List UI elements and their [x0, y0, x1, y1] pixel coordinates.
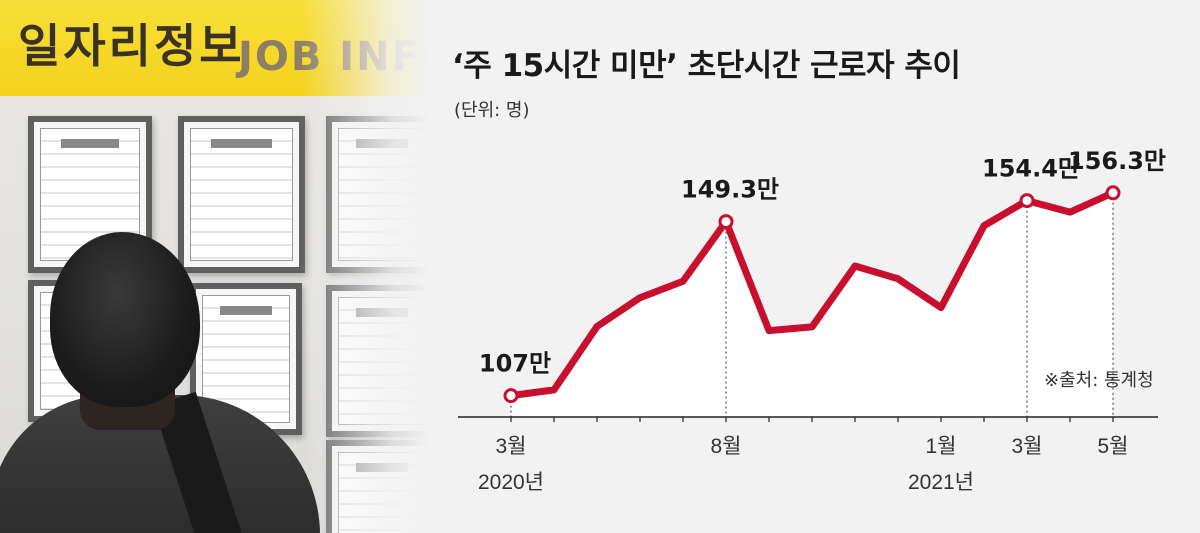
x-tick-label-month: 1월 [926, 435, 957, 458]
series-line [507, 189, 1117, 400]
chart-title: ‘주 15시간 미만’ 초단시간 근로자 추이 [452, 48, 961, 84]
chart-unit: (단위: 명) [454, 100, 530, 121]
data-point [503, 388, 519, 404]
job-board-photo: 일자리정보 JOB INFO [0, 0, 430, 533]
x-tick-label-year: 2020년 [478, 471, 544, 494]
x-tick-label-month: 3월 [496, 435, 527, 458]
banner-korean-text: 일자리정보 [18, 19, 245, 73]
area-fill [511, 192, 1113, 417]
job-notice-board [190, 283, 302, 435]
photo-fade [300, 0, 430, 533]
data-point [1019, 193, 1035, 209]
data-source: ※출처: 통계청 [1044, 370, 1154, 391]
x-tick-label-month: 3월 [1012, 435, 1043, 458]
data-label: 107만 [479, 350, 551, 378]
x-tick-label-month: 5월 [1098, 435, 1129, 458]
x-tick-label-year: 2021년 [908, 471, 974, 494]
data-label: 154.4만 [982, 155, 1080, 183]
data-point [718, 214, 734, 230]
data-label: 149.3만 [681, 176, 779, 204]
data-point [1105, 185, 1121, 201]
data-label: 156.3만 [1068, 147, 1166, 175]
person-head [50, 232, 200, 407]
x-tick-label-month: 8월 [711, 435, 742, 458]
